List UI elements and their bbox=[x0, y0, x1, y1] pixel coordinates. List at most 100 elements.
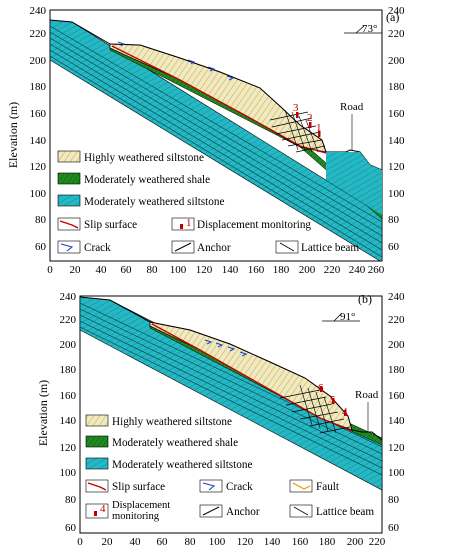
svg-text:220: 220 bbox=[388, 314, 405, 326]
svg-text:1: 1 bbox=[186, 217, 192, 229]
svg-text:180: 180 bbox=[388, 81, 405, 93]
legend-b-anchor: Anchor bbox=[226, 506, 260, 518]
svg-text:180: 180 bbox=[60, 364, 77, 376]
svg-text:100: 100 bbox=[209, 536, 226, 548]
svg-text:220: 220 bbox=[60, 314, 77, 326]
svg-text:220: 220 bbox=[369, 536, 386, 548]
svg-text:140: 140 bbox=[388, 415, 405, 427]
legend-moderately-weathered-siltstone: Moderately weathered siltstone bbox=[84, 196, 224, 208]
panel-a-legend: Highly weathered siltstone Moderately we… bbox=[57, 150, 359, 254]
svg-text:80: 80 bbox=[147, 264, 159, 276]
panel-a-label: (a) bbox=[386, 10, 399, 24]
svg-text:180: 180 bbox=[273, 264, 290, 276]
svg-text:120: 120 bbox=[237, 536, 254, 548]
panel-b-label: (b) bbox=[358, 292, 372, 306]
svg-text:0: 0 bbox=[77, 536, 83, 548]
svg-text:140: 140 bbox=[60, 415, 77, 427]
legend-b-crack: Crack bbox=[226, 481, 253, 493]
marker-4: 4 bbox=[342, 406, 348, 418]
panel-b-frame bbox=[79, 295, 383, 534]
panel-b-anchors bbox=[279, 389, 351, 434]
legend-lattice-beam: Lattice beam bbox=[301, 242, 359, 254]
marker-6: 6 bbox=[318, 382, 324, 394]
panel-a-angle-line2 bbox=[355, 25, 365, 34]
legend-b-lattice-beam: Lattice beam bbox=[316, 506, 374, 518]
svg-text:40: 40 bbox=[96, 264, 108, 276]
svg-text:60: 60 bbox=[388, 522, 400, 534]
svg-text:120: 120 bbox=[30, 161, 47, 173]
panel-b-angle-line2 bbox=[333, 312, 343, 322]
panel-b-x-ticks: 0 20 40 60 80 100 120 140 160 180 200 22… bbox=[77, 536, 386, 548]
svg-text:160: 160 bbox=[292, 536, 309, 548]
legend-b-moderately-weathered-siltstone: Moderately weathered siltstone bbox=[112, 459, 252, 471]
svg-text:220: 220 bbox=[324, 264, 341, 276]
svg-text:140: 140 bbox=[264, 536, 281, 548]
panel-a-x-ticks: 0 20 40 60 80 100 120 140 160 180 200 22… bbox=[47, 264, 385, 276]
panel-b-cracks bbox=[204, 339, 248, 357]
panel-a-frame bbox=[49, 9, 383, 262]
panel-b-y-title: Elevation (m) bbox=[36, 380, 50, 446]
svg-text:180: 180 bbox=[319, 536, 336, 548]
svg-text:140: 140 bbox=[222, 264, 239, 276]
svg-text:60: 60 bbox=[65, 522, 77, 534]
svg-text:80: 80 bbox=[185, 536, 197, 548]
svg-text:200: 200 bbox=[388, 55, 405, 67]
panel-b: 6 5 4 Road 91° (b) 240 220 200 180 160 1… bbox=[36, 291, 405, 548]
svg-text:200: 200 bbox=[60, 339, 77, 351]
svg-text:0: 0 bbox=[47, 264, 53, 276]
legend-b-displacement-line2: monitoring bbox=[112, 511, 160, 522]
legend-b-fault: Fault bbox=[316, 481, 340, 493]
panel-a-ground-surface bbox=[49, 19, 383, 171]
legend-slip-surface: Slip surface bbox=[84, 219, 137, 231]
svg-text:240: 240 bbox=[349, 264, 366, 276]
svg-text:160: 160 bbox=[388, 390, 405, 402]
svg-text:140: 140 bbox=[30, 135, 47, 147]
legend-b-displacement-line1: Displacement bbox=[112, 500, 170, 511]
panel-b-road-label: Road bbox=[355, 389, 379, 401]
svg-text:120: 120 bbox=[388, 442, 405, 454]
svg-text:60: 60 bbox=[35, 241, 47, 253]
legend-highly-weathered-siltstone: Highly weathered siltstone bbox=[84, 152, 204, 164]
panel-b-bedding-lines bbox=[79, 302, 383, 476]
svg-text:160: 160 bbox=[60, 390, 77, 402]
panel-b-markers: 6 5 4 bbox=[318, 382, 348, 418]
svg-text:80: 80 bbox=[35, 214, 47, 226]
legend-displacement-monitoring: Displacement monitoring bbox=[197, 219, 311, 231]
svg-text:220: 220 bbox=[30, 28, 47, 40]
panel-a-y-ticks-left: 240 220 200 180 160 140 120 100 80 60 bbox=[30, 5, 47, 253]
legend-b-highly-weathered-siltstone: Highly weathered siltstone bbox=[112, 416, 232, 428]
panel-a-y-ticks-right: 240 220 200 180 160 140 120 100 80 60 bbox=[388, 5, 405, 253]
panel-a-slip-surface bbox=[111, 45, 327, 154]
marker-5: 5 bbox=[330, 394, 336, 406]
svg-text:240: 240 bbox=[388, 291, 405, 303]
panel-a-markers: 3 2 1 bbox=[293, 102, 322, 137]
svg-text:100: 100 bbox=[60, 467, 77, 479]
panel-a-angle-label: 73° bbox=[362, 23, 377, 35]
panel-b-ground-surface bbox=[79, 296, 383, 441]
legend-b-marker: 4 bbox=[100, 503, 106, 515]
panel-a-cracks bbox=[117, 41, 235, 81]
svg-text:100: 100 bbox=[388, 188, 405, 200]
panel-b-lattice-beam bbox=[299, 384, 337, 434]
panel-b-slip-surface bbox=[151, 323, 353, 432]
svg-text:60: 60 bbox=[388, 241, 400, 253]
svg-text:40: 40 bbox=[130, 536, 142, 548]
svg-text:20: 20 bbox=[102, 536, 114, 548]
panel-b-angle-label: 91° bbox=[340, 311, 355, 323]
panel-a: 3 2 1 Road 73° (a) 240 220 200 180 160 1… bbox=[6, 5, 405, 276]
svg-text:180: 180 bbox=[388, 364, 405, 376]
legend-b-slip-surface: Slip surface bbox=[112, 481, 165, 493]
svg-text:120: 120 bbox=[60, 442, 77, 454]
svg-text:20: 20 bbox=[70, 264, 82, 276]
svg-text:100: 100 bbox=[388, 467, 405, 479]
svg-text:160: 160 bbox=[248, 264, 265, 276]
svg-text:100: 100 bbox=[30, 188, 47, 200]
svg-text:80: 80 bbox=[388, 494, 400, 506]
svg-text:160: 160 bbox=[388, 108, 405, 120]
panel-a-y-title: Elevation (m) bbox=[6, 102, 20, 168]
panel-b-legend: Highly weathered siltstone Moderately we… bbox=[85, 414, 374, 522]
svg-text:120: 120 bbox=[388, 161, 405, 173]
svg-text:240: 240 bbox=[388, 5, 405, 17]
svg-text:200: 200 bbox=[388, 339, 405, 351]
